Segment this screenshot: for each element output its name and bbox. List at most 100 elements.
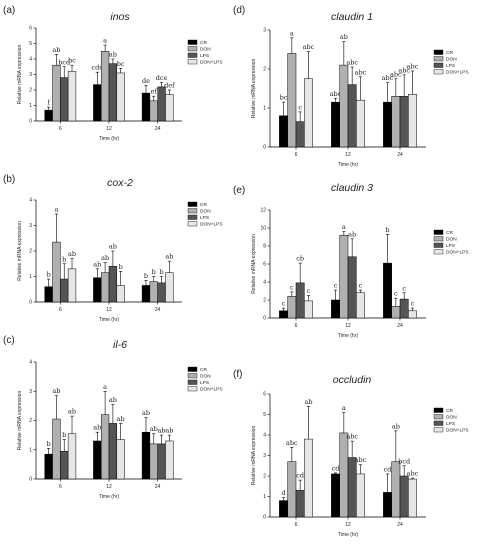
- significance-letter: def: [164, 82, 175, 90]
- bar-lps: [399, 96, 409, 148]
- bar-don: [149, 443, 158, 480]
- legend-label: DON+LPS: [200, 60, 223, 66]
- bar-lps: [108, 266, 118, 303]
- chart-title: claudin 3: [331, 182, 373, 194]
- x-tick-label: 24: [397, 323, 403, 329]
- significance-letter: b: [62, 255, 66, 263]
- bar-lps: [60, 278, 69, 303]
- legend-label: DON: [200, 209, 211, 215]
- bar-don-lps: [356, 99, 365, 148]
- bar-don: [339, 432, 349, 518]
- y-tick-label: 2: [29, 249, 32, 255]
- significance-letter: ab: [165, 427, 173, 435]
- significance-letter: bc: [68, 57, 76, 65]
- y-axis-label: Relative mRNA expression: [17, 221, 23, 281]
- bar-cr: [141, 92, 151, 122]
- bar-don: [149, 100, 158, 122]
- bar-cr: [383, 492, 392, 518]
- bar-don-lps: [356, 473, 365, 518]
- panel-label: (a): [3, 5, 15, 16]
- bar-don-lps: [304, 78, 313, 148]
- y-tick-label: 4: [29, 198, 32, 204]
- bar-don-lps: [165, 440, 174, 480]
- legend-swatch: [187, 221, 198, 227]
- legend-label: DON: [200, 47, 211, 53]
- bar-don-lps: [165, 272, 174, 303]
- legend-swatch: [433, 229, 444, 235]
- significance-letter: ab: [142, 409, 150, 417]
- y-tick-label: 3: [29, 389, 32, 395]
- legend-label: CR: [200, 40, 207, 46]
- legend-label: LPS: [200, 53, 209, 59]
- y-tick-label: 4: [263, 433, 266, 439]
- bar-lps: [399, 298, 409, 319]
- bar-don-lps: [67, 433, 77, 480]
- chart-title: claudin 1: [331, 11, 373, 23]
- significance-letter: abc: [398, 66, 410, 74]
- legend-swatch: [187, 52, 198, 58]
- x-axis-label: Time (hr): [338, 162, 358, 168]
- significance-letter: cd: [384, 465, 392, 473]
- bar-don: [52, 418, 61, 480]
- x-tick-label: 24: [155, 126, 161, 132]
- legend-swatch: [433, 249, 444, 255]
- bar-don: [100, 51, 110, 122]
- significance-letter: a: [342, 404, 346, 412]
- significance-letter: ab: [93, 424, 101, 432]
- y-tick-label: 0: [29, 119, 32, 125]
- significance-letter: abc: [346, 59, 358, 67]
- y-tick-label: 0: [263, 316, 266, 322]
- bar-don-lps: [67, 71, 77, 122]
- significance-letter: ab: [109, 396, 117, 404]
- y-tick-label: 3: [263, 453, 266, 459]
- bar-lps: [60, 450, 69, 480]
- legend-label: DON: [200, 374, 211, 380]
- bar-don-lps: [408, 94, 417, 148]
- y-tick-label: 8: [263, 244, 266, 250]
- significance-letter: ab: [101, 254, 109, 262]
- bar-don-lps: [116, 285, 125, 303]
- significance-letter: bc: [280, 94, 288, 102]
- y-tick-label: 4: [263, 280, 266, 286]
- bar-don-lps: [408, 310, 417, 319]
- y-tick-label: 3: [29, 72, 32, 78]
- bar-don: [391, 306, 401, 319]
- bar-lps: [157, 282, 166, 303]
- bar-cr: [93, 277, 102, 303]
- significance-letter: ab: [117, 415, 125, 423]
- bar-don-lps: [408, 478, 417, 518]
- bar-don: [52, 241, 61, 303]
- significance-letter: abc: [407, 470, 419, 478]
- legend-label: DON+LPS: [200, 387, 223, 393]
- bar-cr: [44, 453, 53, 480]
- legend-swatch: [433, 427, 444, 433]
- bar-cr: [279, 115, 288, 148]
- bar-don-lps: [116, 439, 125, 480]
- chart-title: occludin: [333, 374, 372, 386]
- legend-swatch: [433, 62, 444, 68]
- significance-letter: ab: [304, 398, 312, 406]
- significance-letter: abc: [390, 70, 402, 78]
- legend-swatch: [187, 386, 198, 392]
- legend-swatch: [433, 414, 444, 420]
- significance-letter: c: [334, 282, 338, 290]
- significance-letter: de: [142, 77, 150, 85]
- significance-letter: c: [359, 282, 363, 290]
- legend-label: LPS: [446, 421, 455, 427]
- legend-swatch: [433, 236, 444, 242]
- significance-letter: b: [159, 268, 163, 276]
- significance-letter: ef: [151, 88, 158, 96]
- bar-lps: [295, 121, 305, 148]
- legend-swatch: [433, 242, 444, 248]
- chart-title: il-6: [113, 339, 127, 351]
- y-tick-label: 6: [263, 392, 266, 398]
- panel-label: (c): [3, 335, 15, 346]
- bar-don-lps: [67, 268, 77, 303]
- y-tick-label: 2: [263, 298, 266, 304]
- significance-letter: ab: [392, 422, 400, 430]
- legend-swatch: [187, 208, 198, 214]
- legend-swatch: [187, 46, 198, 52]
